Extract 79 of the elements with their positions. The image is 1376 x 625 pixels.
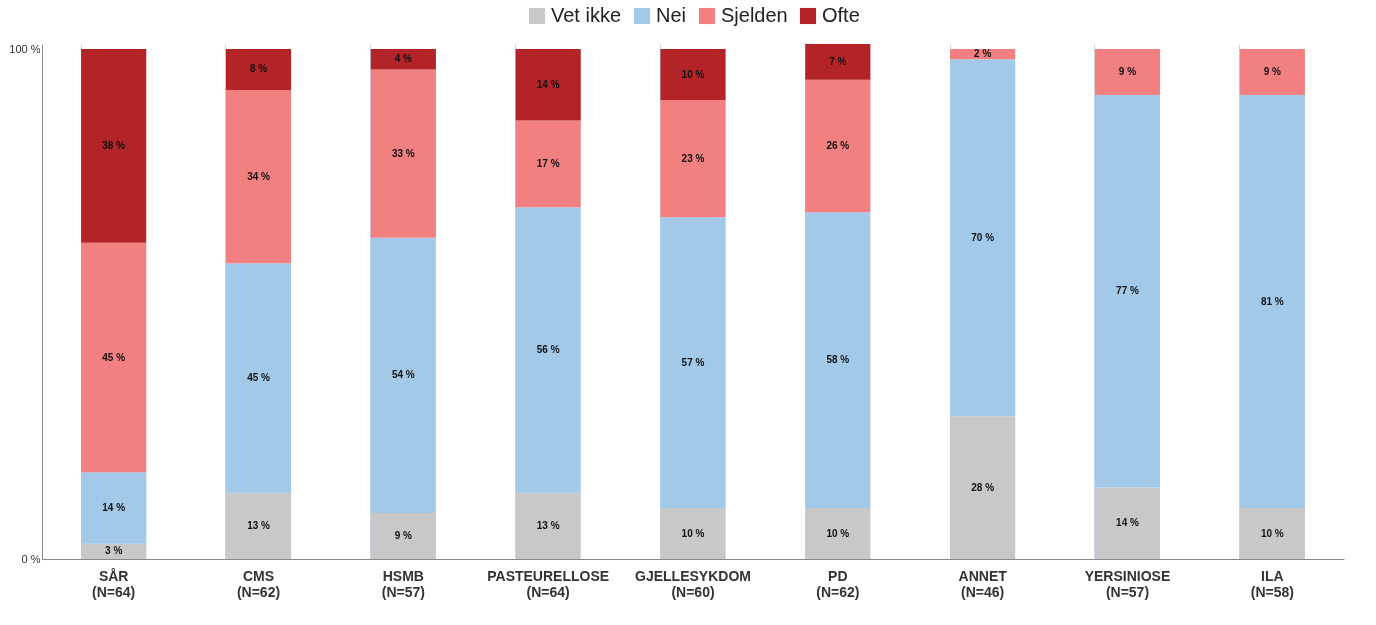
bar	[370, 49, 436, 70]
bar	[515, 492, 581, 559]
bar	[515, 120, 581, 208]
x-tick-label: HSMB (N=57)	[381, 567, 425, 600]
data-label: 8 %	[249, 63, 268, 75]
bar	[1239, 49, 1305, 95]
x-tick-label: GJELLESYKDOM (N=60)	[635, 567, 751, 600]
y-tick-label: 100 %	[9, 42, 41, 55]
bar	[81, 49, 147, 243]
data-label: 13 %	[536, 519, 560, 531]
bar	[805, 508, 871, 559]
bar	[805, 44, 871, 80]
x-tick-label: SÅR (N=64)	[92, 567, 136, 600]
data-label: 33 %	[391, 147, 415, 159]
bar	[1239, 508, 1305, 559]
y-tick-label: 0 %	[21, 552, 41, 565]
bar	[225, 89, 292, 264]
x-tick-label: YERSINIOSE (N=57)	[1084, 567, 1171, 600]
x-tick-label: PD (N=62)	[816, 567, 860, 600]
data-label: 26 %	[826, 139, 850, 151]
bar	[660, 49, 726, 101]
bar	[805, 212, 871, 509]
data-label: 10 %	[826, 527, 850, 539]
bar	[660, 508, 726, 559]
data-label: 3 %	[105, 545, 123, 557]
data-label: 81 %	[1260, 295, 1284, 307]
bar	[225, 263, 292, 493]
bar	[660, 217, 726, 509]
data-label: 9 %	[394, 530, 413, 542]
data-label: 14 %	[1116, 517, 1139, 529]
bar	[1094, 94, 1161, 488]
bar	[1094, 49, 1161, 95]
bar	[950, 416, 1016, 559]
data-label: 7 %	[829, 55, 847, 67]
x-tick-label: CMS (N=62)	[236, 567, 281, 600]
data-label: 14 %	[102, 502, 126, 514]
legend-label: Sjelden	[721, 4, 788, 26]
data-label: 9 %	[1263, 66, 1282, 78]
data-label: 56 %	[536, 343, 560, 355]
bar	[225, 49, 292, 90]
bar	[660, 100, 726, 218]
data-label: 45 %	[247, 371, 271, 383]
bar	[81, 242, 147, 473]
data-label: 10 %	[1260, 527, 1284, 539]
data-label: 54 %	[391, 369, 415, 381]
data-label: 70 %	[971, 231, 995, 243]
data-label: 57 %	[681, 356, 705, 368]
bar	[805, 79, 871, 213]
data-label: 10 %	[681, 68, 705, 80]
bar	[1239, 94, 1305, 509]
data-label: 17 %	[536, 157, 560, 169]
bar	[1094, 487, 1161, 559]
data-label: 45 %	[102, 351, 126, 363]
bar	[370, 69, 436, 238]
data-label: 77 %	[1116, 285, 1139, 297]
data-label: 4 %	[394, 53, 413, 65]
data-label: 23 %	[681, 152, 705, 164]
data-label: 10 %	[681, 527, 705, 539]
x-tick-label: ANNET (N=46)	[958, 567, 1008, 600]
bar	[515, 207, 581, 493]
data-label: 58 %	[826, 354, 850, 366]
x-tick-label: ILA (N=58)	[1250, 567, 1294, 600]
data-label: 14 %	[536, 78, 560, 90]
data-label: 34 %	[247, 170, 271, 182]
bar	[81, 472, 147, 544]
bar	[370, 237, 436, 514]
legend-label: Nei	[656, 4, 687, 26]
data-label: 38 %	[102, 139, 126, 151]
data-label: 2 %	[974, 48, 992, 60]
bar	[515, 49, 581, 121]
bar	[225, 492, 292, 559]
legend-label: Vet ikke	[551, 4, 622, 26]
data-label: 28 %	[971, 481, 995, 493]
bar	[370, 513, 436, 559]
legend-label: Ofte	[822, 4, 860, 26]
data-label: 9 %	[1118, 66, 1137, 78]
x-tick-label: PASTEURELLOSE (N=64)	[487, 567, 610, 600]
data-label: 13 %	[247, 519, 271, 531]
bar	[950, 59, 1016, 417]
